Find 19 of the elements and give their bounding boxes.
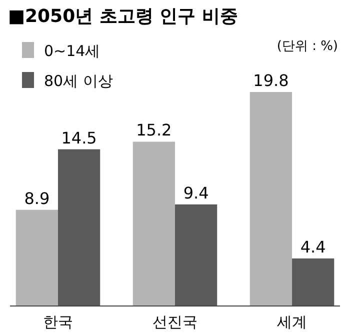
legend-label: 80세 이상 [44, 72, 113, 90]
bar [175, 204, 218, 306]
x-tick-label: 세계 [277, 313, 308, 331]
chart-title: ■2050년 초고령 인구 비중 [8, 6, 238, 27]
chart-subtitle: (단위 : %) [276, 39, 338, 54]
data-label: 14.5 [61, 128, 97, 148]
bar [250, 92, 292, 306]
data-label: 4.4 [300, 237, 326, 256]
legend-label: 0~14세 [44, 42, 100, 60]
data-label: 15.2 [136, 120, 172, 140]
bar [292, 258, 334, 306]
data-label: 19.8 [253, 71, 289, 90]
bar [132, 142, 175, 306]
x-tick-label: 한국 [42, 313, 73, 331]
bar [16, 210, 58, 306]
data-label: 9.4 [183, 183, 209, 202]
data-label: 8.9 [24, 188, 50, 208]
x-tick-label: 선진국 [152, 313, 198, 331]
bar [58, 149, 100, 306]
